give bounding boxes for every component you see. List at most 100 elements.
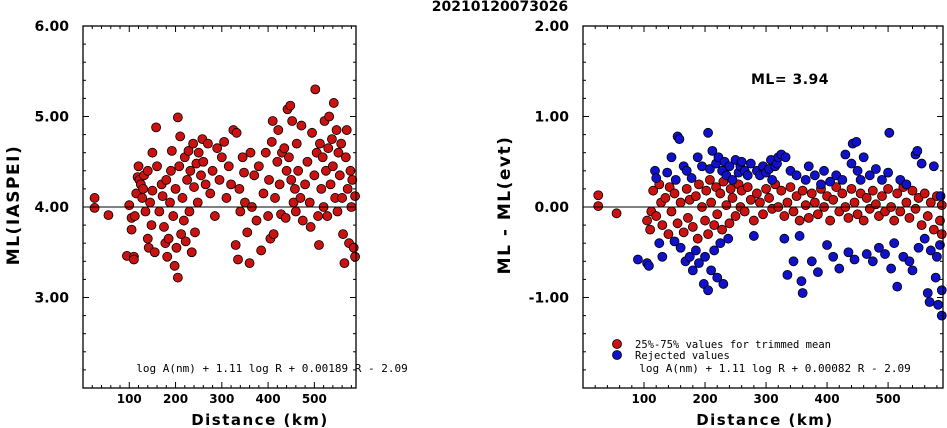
left-data-point-series-0: [338, 229, 348, 240]
right-data-point-series-1: [700, 251, 710, 262]
right-data-point-series-1: [809, 170, 820, 181]
right-data-point-series-0: [904, 212, 915, 223]
right-x-tick-label: 100: [631, 392, 656, 406]
left-data-point-series-0: [237, 152, 248, 163]
right-data-point-series-0: [675, 197, 686, 208]
left-data-point-series-0: [234, 183, 245, 194]
right-data-point-series-1: [669, 236, 680, 247]
right-data-point-series-0: [936, 229, 947, 240]
left-data-point-series-0: [205, 188, 216, 199]
left-data-point-series-0: [137, 193, 148, 203]
left-data-point-series-0: [198, 156, 209, 167]
right-data-point-series-0: [687, 222, 698, 232]
right-x-tick-label: 500: [876, 392, 901, 406]
right-data-point-series-1: [933, 299, 944, 310]
left-data-point-series-0: [290, 206, 301, 217]
left-data-point-series-0: [161, 174, 172, 185]
left-data-point-series-0: [172, 272, 183, 283]
right-data-point-series-0: [852, 209, 863, 220]
right-data-point-series-0: [663, 229, 674, 240]
right-data-point-series-0: [694, 179, 704, 190]
left-data-point-series-0: [138, 183, 149, 194]
right-data-point-series-0: [806, 188, 817, 199]
right-data-point-series-0: [651, 211, 662, 221]
right-data-point-series-0: [861, 193, 872, 203]
right-data-point-series-1: [687, 265, 698, 276]
left-formula: log A(nm) + 1.11 log R + 0.00189 R - 2.0…: [136, 362, 408, 375]
left-data-point-series-0: [172, 112, 183, 123]
right-y-tick-label: 2.00: [534, 19, 569, 35]
right-data-point-series-1: [723, 233, 734, 244]
left-data-point-series-0: [221, 193, 232, 203]
right-data-point-series-0: [758, 209, 768, 220]
left-data-point-series-0: [157, 191, 168, 202]
right-data-point-series-0: [788, 206, 799, 217]
right-data-point-series-1: [800, 174, 811, 185]
right-data-point-series-1: [686, 173, 697, 183]
right-data-point-series-1: [916, 158, 927, 169]
right-data-point-series-0: [828, 194, 839, 205]
left-y-ticks: 3.00 4.00 5.00 6.00: [34, 19, 356, 371]
right-data-point-series-0: [692, 233, 703, 244]
legend-label-trimmed: 25%-75% values for trimmed mean: [635, 339, 831, 351]
left-data-point-series-0: [297, 215, 308, 226]
right-data-point-series-1: [791, 170, 802, 181]
right-data-point-series-1: [675, 242, 686, 253]
right-data-point-series-0: [867, 185, 878, 196]
left-data-point-series-0: [263, 211, 273, 221]
right-data-point-series-1: [889, 238, 900, 249]
right-data-point-series-1: [822, 240, 832, 250]
right-data-point-series-1: [936, 285, 947, 296]
right-data-point-series-0: [849, 197, 860, 208]
right-data-point-series-1: [874, 242, 884, 253]
left-data-point-series-0: [178, 215, 189, 226]
right-data-point-series-1: [922, 288, 933, 298]
right-data-point-series-1: [690, 245, 701, 256]
right-data-point-series-0: [593, 201, 604, 211]
right-data-point-series-0: [700, 215, 710, 226]
left-x-tick-label: 500: [302, 392, 327, 406]
right-data-point-series-1: [674, 134, 685, 145]
right-data-point-series-1: [901, 179, 912, 190]
left-y-tick-label: 5.00: [34, 110, 69, 126]
right-data-point-series-1: [930, 272, 941, 283]
left-data-point-series-0: [142, 165, 153, 176]
left-data-point-series-0: [281, 165, 292, 176]
left-data-point-series-0: [245, 147, 256, 158]
left-data-point-series-0: [196, 170, 206, 181]
right-data-point-series-0: [761, 183, 771, 194]
right-data-point-series-1: [919, 233, 930, 244]
right-data-point-series-0: [717, 224, 728, 235]
left-data-point-series-0: [177, 193, 188, 203]
right-data-point-series-1: [633, 254, 643, 265]
right-data-point-series-0: [669, 188, 680, 199]
right-data-point-series-1: [828, 251, 839, 262]
left-data-point-series-0: [154, 206, 165, 217]
left-data-point-series-0: [334, 170, 345, 181]
right-data-point-series-1: [707, 145, 718, 156]
right-data-point-series-1: [797, 288, 808, 298]
left-data-point-series-0: [307, 127, 317, 138]
left-data-point-series-0: [203, 138, 213, 149]
right-data-point-series-0: [831, 182, 842, 192]
left-data-point-series-0: [190, 227, 200, 238]
right-data-point-series-0: [843, 212, 854, 223]
left-data-point-series-0: [89, 193, 100, 203]
left-data-point-series-0: [169, 260, 180, 271]
left-data-point-series-0: [166, 165, 176, 176]
left-data-point-series-0: [182, 174, 193, 185]
left-data-point-series-0: [313, 211, 323, 221]
left-data-point-series-0: [175, 131, 186, 142]
left-data-point-series-0: [226, 179, 236, 190]
right-data-point-series-0: [935, 215, 945, 226]
right-data-point-series-1: [935, 191, 946, 202]
right-data-point-series-1: [852, 165, 863, 176]
right-data-point-series-1: [705, 164, 715, 174]
right-data-point-series-0: [916, 220, 927, 231]
right-data-point-series-1: [819, 165, 829, 176]
left-data-point-series-0: [233, 254, 243, 265]
left-data-point-series-0: [186, 247, 197, 258]
left-data-point-series-0: [149, 247, 160, 258]
right-data-point-series-1: [684, 251, 695, 262]
left-data-point-series-0: [140, 206, 151, 217]
